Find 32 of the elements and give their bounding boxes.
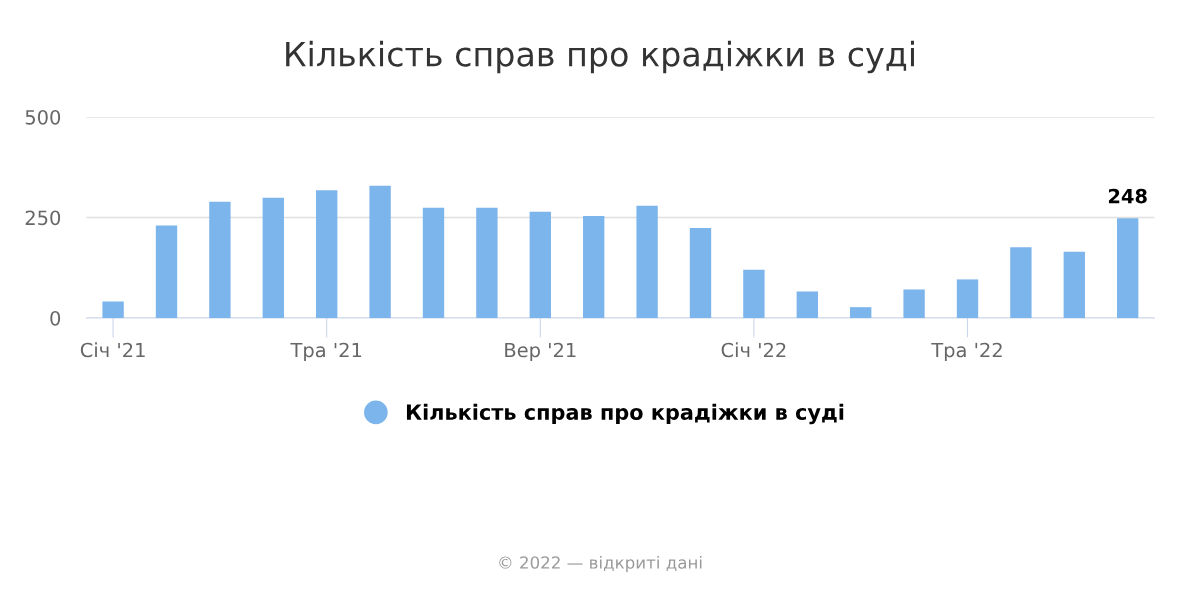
bar [583,215,605,318]
bar [956,279,979,318]
legend-label: Кількість справ про крадіжки в суді [406,403,844,425]
bar [796,291,818,318]
x-tick-label: Тра '22 [931,342,1002,362]
bar [1063,251,1085,318]
text: © 2022 — відкриті дані [499,555,702,573]
bar [1117,218,1139,318]
bar [262,197,284,318]
x-tick-label: Січ '22 [721,342,786,358]
bar [422,207,445,318]
bar [155,225,178,318]
bar [689,227,712,318]
bar [1010,247,1032,318]
bar [529,211,551,318]
x-tick-label: Січ '21 [80,342,145,358]
bar [369,185,391,318]
bar [316,190,338,318]
y-tick-label: 0 [50,310,61,326]
bar [903,289,925,318]
x-tick-label: Вер '21 [505,342,576,362]
bar [102,301,124,318]
bar [743,269,765,318]
x-tick-label: Тра '21 [290,342,362,362]
bar [850,307,872,318]
bar [209,201,231,318]
bar [476,207,498,318]
y-tick-label: 500 [25,109,61,125]
bar [636,205,658,318]
chart-title: Кількість справ про крадіжки в суді [286,40,914,74]
data-label: 248 [1108,188,1147,204]
y-tick-label: 250 [25,210,61,226]
